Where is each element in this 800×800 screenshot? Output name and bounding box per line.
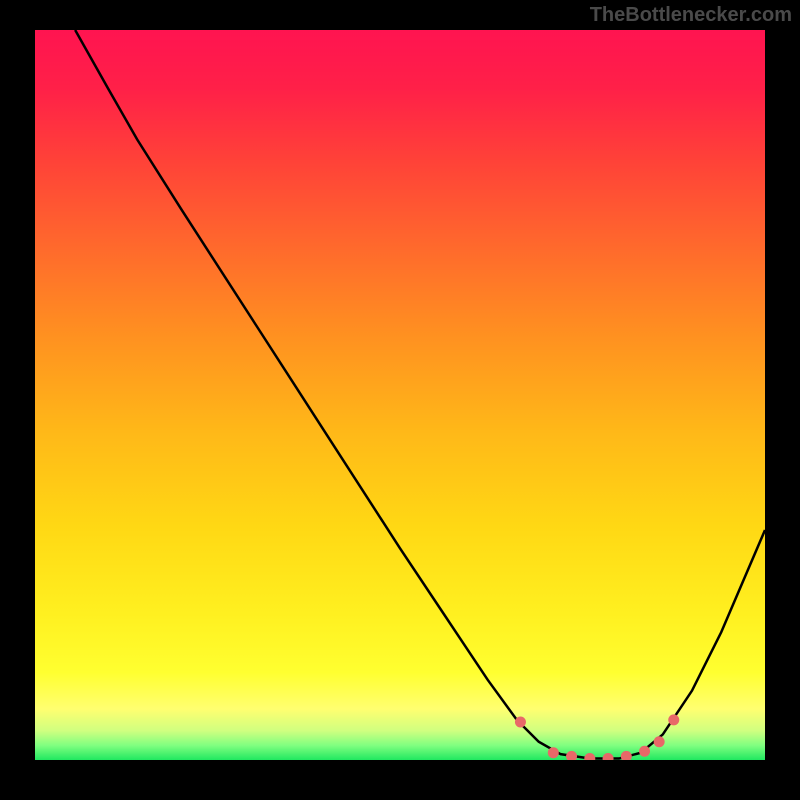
bottleneck-curve [75,30,765,759]
marker-point [548,747,559,758]
plot-area [35,30,765,760]
curve-layer [35,30,765,760]
marker-point [603,753,614,760]
marker-point [515,717,526,728]
markers-group [515,714,679,760]
marker-point [668,714,679,725]
marker-point [639,746,650,757]
watermark-text: TheBottlenecker.com [590,4,792,27]
marker-point [621,751,632,760]
marker-point [566,751,577,760]
marker-point [654,736,665,747]
marker-point [584,753,595,760]
